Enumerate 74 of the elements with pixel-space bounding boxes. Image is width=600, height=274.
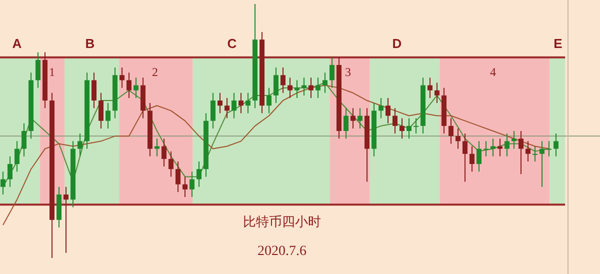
annotation: B xyxy=(85,36,95,51)
candlestick xyxy=(308,77,314,98)
annotation: A xyxy=(12,36,22,51)
candlestick xyxy=(246,92,250,114)
candlestick xyxy=(456,128,460,150)
candlestick xyxy=(210,92,216,129)
candlestick xyxy=(428,77,432,98)
candlestick xyxy=(316,77,320,98)
candlestick xyxy=(0,171,6,195)
candlestick xyxy=(406,118,412,140)
candlestick xyxy=(490,138,496,157)
candlestick xyxy=(190,171,194,198)
candlestick xyxy=(98,92,104,129)
annotation: 1 xyxy=(49,65,55,79)
candlestick xyxy=(386,97,390,124)
candlestick xyxy=(448,118,454,144)
candlestick xyxy=(274,67,278,104)
candlestick xyxy=(358,108,362,129)
candlestick xyxy=(280,67,286,94)
candlestick xyxy=(484,140,488,157)
candlestick xyxy=(182,176,188,198)
candlestick xyxy=(532,146,538,162)
candlestick xyxy=(14,140,20,172)
candlestick xyxy=(224,97,230,119)
annotation: 4 xyxy=(490,65,496,79)
candlestick xyxy=(504,133,510,157)
annotation: 3 xyxy=(345,65,351,79)
text: 2020.7.6 xyxy=(258,244,306,259)
candlestick xyxy=(22,122,26,157)
candlestick xyxy=(294,80,300,98)
candlestick xyxy=(470,146,474,172)
candlestick xyxy=(266,87,272,114)
candlestick xyxy=(554,133,558,157)
candlestick xyxy=(64,186,68,254)
candlestick xyxy=(36,52,40,88)
candlestick xyxy=(232,92,236,119)
text: 比特币四小时 xyxy=(243,215,321,230)
candlestick xyxy=(392,108,398,134)
candlestick xyxy=(322,72,328,94)
candlestick xyxy=(350,108,356,129)
candlestick xyxy=(126,72,132,98)
candlestick xyxy=(302,77,306,96)
annotation: 2 xyxy=(152,65,158,79)
candlestick xyxy=(218,92,222,114)
candlestick xyxy=(176,160,180,192)
candlestick xyxy=(540,140,544,188)
candlestick xyxy=(462,133,468,182)
candlestick xyxy=(162,138,166,168)
candlestick xyxy=(288,77,292,98)
annotation: E xyxy=(554,36,563,51)
candlestick xyxy=(344,108,348,140)
candlestick xyxy=(526,140,530,162)
candlestick xyxy=(8,156,12,188)
candlestick xyxy=(512,130,516,150)
candlestick xyxy=(378,97,384,119)
candlestick xyxy=(400,118,404,140)
candlestick xyxy=(196,160,202,188)
candlestick xyxy=(546,140,552,157)
candlestick xyxy=(134,77,138,98)
candlestick xyxy=(154,138,160,157)
candlestick xyxy=(498,138,502,157)
candlestick xyxy=(414,118,418,134)
annotation: D xyxy=(392,36,402,51)
candlestick xyxy=(238,92,244,114)
annotation: C xyxy=(227,36,238,51)
candlestick xyxy=(78,133,82,157)
candlestick xyxy=(330,56,334,88)
candlestick xyxy=(92,72,96,109)
candlestick xyxy=(476,140,482,172)
candlestick xyxy=(518,130,524,175)
candlestick xyxy=(120,67,124,88)
candlestick xyxy=(106,102,110,129)
candlestick xyxy=(168,150,174,178)
candlestick xyxy=(434,82,440,104)
